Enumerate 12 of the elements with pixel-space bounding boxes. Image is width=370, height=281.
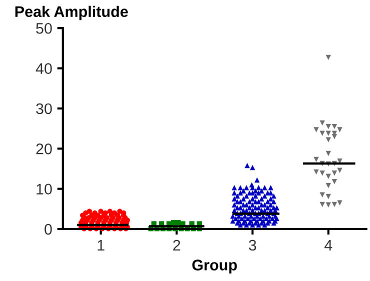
y-tick-label: 20 [36, 144, 52, 154]
x-tick-label: 4 [324, 240, 332, 251]
y-tick-label: 50 [36, 22, 52, 34]
x-axis-title: Group [192, 260, 237, 274]
x-tick-label: 3 [248, 240, 256, 251]
y-tick-label: 10 [36, 184, 52, 195]
x-tick-label: 1 [98, 240, 104, 251]
y-tick-label: 30 [36, 103, 52, 114]
y-axis-title: Peak Amplitude [15, 6, 128, 20]
y-tick-label: 40 [36, 63, 52, 74]
y-tick-label: 0 [44, 224, 52, 235]
x-tick-label: 2 [173, 240, 180, 251]
